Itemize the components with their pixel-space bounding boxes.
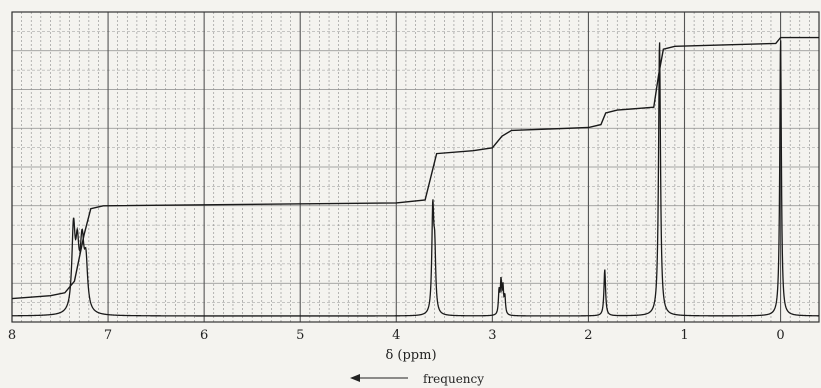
x-tick-label: 0	[776, 328, 784, 343]
x-tick-label: 3	[488, 328, 496, 343]
integral-trace	[11, 36, 819, 300]
x-tick-label: 6	[200, 328, 208, 343]
x-axis-label: δ (ppm)	[385, 348, 436, 363]
frequency-indicator: frequency	[350, 372, 484, 386]
frequency-label: frequency	[423, 372, 484, 386]
spectrum-trace	[12, 40, 820, 317]
x-tick-label: 8	[8, 328, 16, 343]
plot-frame	[11, 11, 820, 323]
frequency-arrow-head	[350, 374, 360, 382]
x-tick-label: 4	[392, 328, 400, 343]
x-tick-label: 7	[104, 328, 112, 343]
x-tick-labels: 8 7 6 5 4 3 2 1 0	[8, 328, 785, 343]
x-tick-label: 2	[584, 328, 592, 343]
x-tick-label: 1	[680, 328, 688, 343]
x-tick-label: 5	[296, 328, 304, 343]
